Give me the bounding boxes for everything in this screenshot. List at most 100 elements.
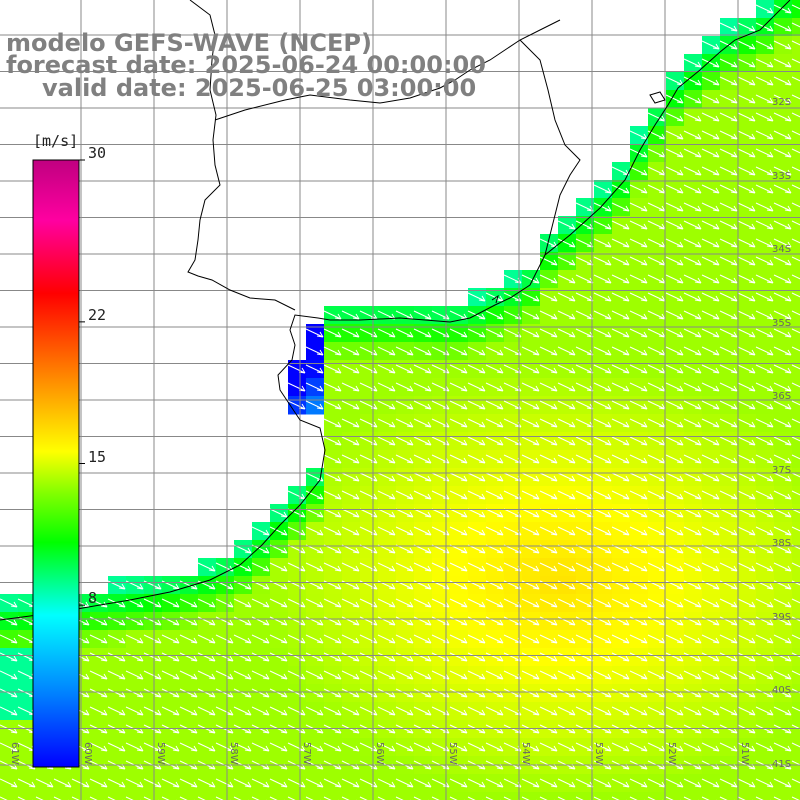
wind-arrow bbox=[755, 598, 774, 608]
wind-arrow bbox=[557, 706, 576, 716]
wind-arrow bbox=[755, 652, 774, 662]
wind-arrow bbox=[251, 526, 270, 536]
wind-arrow bbox=[683, 706, 702, 716]
wind-arrow bbox=[665, 238, 684, 248]
wind-arrow bbox=[719, 202, 738, 212]
wind-cell bbox=[522, 792, 541, 800]
wind-arrow bbox=[755, 166, 774, 176]
wind-arrow bbox=[683, 94, 702, 104]
wind-arrow bbox=[413, 742, 432, 752]
wind-arrow bbox=[467, 526, 486, 536]
wind-cell bbox=[792, 378, 800, 397]
wind-arrow bbox=[629, 598, 648, 608]
wind-arrow bbox=[467, 670, 486, 680]
wind-arrow bbox=[701, 778, 720, 788]
colorbar bbox=[32, 159, 80, 768]
wind-arrow bbox=[341, 436, 360, 446]
wind-arrow bbox=[701, 184, 720, 194]
wind-arrow bbox=[611, 310, 630, 320]
wind-arrow bbox=[665, 796, 681, 800]
wind-arrow bbox=[593, 742, 612, 752]
wind-arrow bbox=[341, 490, 360, 500]
wind-arrow bbox=[521, 436, 540, 446]
wind-arrow bbox=[719, 490, 738, 500]
wind-arrow bbox=[125, 778, 144, 788]
wind-arrow bbox=[737, 274, 756, 284]
latitude-label: 38S bbox=[772, 538, 792, 549]
wind-arrow bbox=[719, 562, 738, 572]
wind-arrow bbox=[521, 274, 540, 284]
wind-cell bbox=[792, 288, 800, 307]
wind-arrow bbox=[305, 364, 324, 374]
wind-arrow bbox=[395, 616, 414, 626]
wind-arrow bbox=[737, 634, 756, 644]
wind-cell bbox=[792, 792, 800, 800]
wind-arrow bbox=[773, 652, 792, 662]
wind-arrow bbox=[323, 688, 342, 698]
wind-arrow bbox=[485, 490, 504, 500]
wind-arrow bbox=[107, 688, 126, 698]
wind-arrow bbox=[773, 310, 792, 320]
wind-arrow bbox=[485, 346, 504, 356]
wind-arrow bbox=[377, 364, 396, 374]
wind-arrow bbox=[539, 508, 558, 518]
wind-arrow bbox=[773, 22, 792, 32]
wind-arrow bbox=[791, 724, 800, 730]
wind-arrow bbox=[305, 346, 324, 356]
wind-arrow bbox=[161, 688, 180, 698]
wind-arrow bbox=[701, 328, 720, 338]
wind-arrow bbox=[323, 706, 342, 716]
wind-cell bbox=[792, 666, 800, 685]
wind-arrow bbox=[701, 130, 720, 140]
wind-arrow bbox=[791, 202, 800, 208]
wind-arrow bbox=[737, 328, 756, 338]
wind-arrow bbox=[737, 436, 756, 446]
wind-arrow bbox=[557, 328, 576, 338]
wind-arrow bbox=[125, 706, 144, 716]
wind-arrow bbox=[719, 706, 738, 716]
wind-arrow bbox=[719, 22, 738, 32]
wind-arrow bbox=[323, 562, 342, 572]
wind-arrow bbox=[449, 796, 465, 800]
wind-arrow bbox=[413, 508, 432, 518]
wind-arrow bbox=[359, 346, 378, 356]
wind-arrow bbox=[665, 382, 684, 392]
wind-arrow bbox=[305, 562, 324, 572]
wind-arrow bbox=[773, 220, 792, 230]
wind-arrow bbox=[521, 652, 540, 662]
wind-arrow bbox=[305, 652, 324, 662]
wind-arrow bbox=[377, 472, 396, 482]
wind-arrow bbox=[521, 400, 540, 410]
wind-arrow bbox=[323, 526, 342, 536]
wind-arrow bbox=[791, 490, 800, 496]
wind-arrow bbox=[791, 760, 800, 766]
wind-arrow bbox=[179, 706, 198, 716]
wind-arrow bbox=[665, 220, 684, 230]
wind-arrow bbox=[359, 688, 378, 698]
wind-arrow bbox=[413, 382, 432, 392]
wind-cell bbox=[792, 576, 800, 595]
wind-arrow bbox=[629, 400, 648, 410]
wind-arrow bbox=[593, 364, 612, 374]
wind-arrow bbox=[467, 292, 486, 302]
wind-arrow bbox=[773, 418, 792, 428]
wind-arrow bbox=[215, 706, 234, 716]
wind-arrow bbox=[611, 364, 630, 374]
wind-arrow bbox=[557, 454, 576, 464]
wind-arrow bbox=[683, 418, 702, 428]
wind-cell bbox=[108, 792, 127, 800]
wind-arrow bbox=[341, 364, 360, 374]
wind-arrow bbox=[539, 526, 558, 536]
wind-arrow bbox=[377, 508, 396, 518]
wind-arrow bbox=[377, 454, 396, 464]
wind-arrow bbox=[359, 364, 378, 374]
wind-arrow bbox=[521, 796, 537, 800]
wind-arrow bbox=[737, 598, 756, 608]
wind-arrow bbox=[449, 328, 468, 338]
wind-arrow bbox=[539, 328, 558, 338]
wind-arrow bbox=[161, 742, 180, 752]
wind-arrow bbox=[413, 634, 432, 644]
wind-arrow bbox=[665, 364, 684, 374]
wind-arrow bbox=[395, 346, 414, 356]
